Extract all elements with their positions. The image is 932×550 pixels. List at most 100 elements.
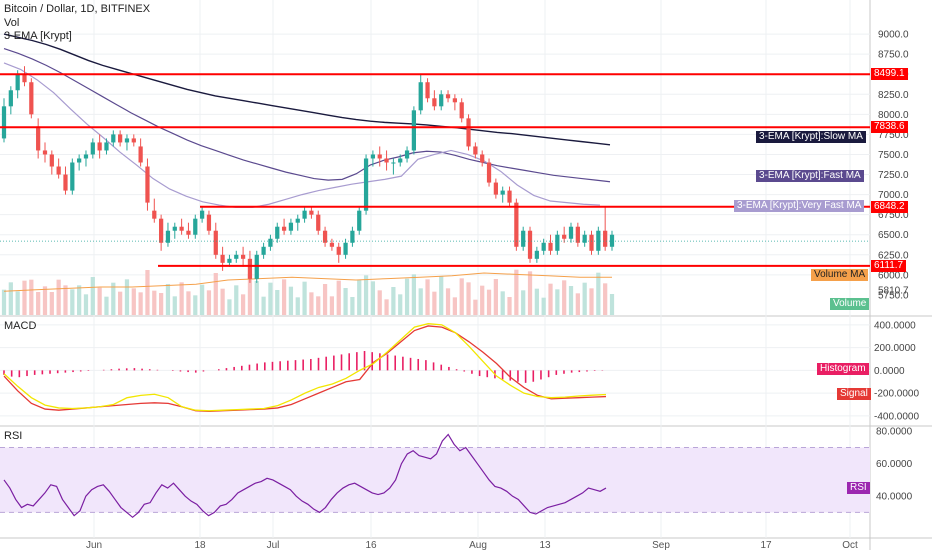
volume-bar: [220, 288, 225, 315]
volume-bar: [500, 291, 505, 315]
candle-body: [77, 158, 82, 163]
candle-body: [240, 254, 246, 259]
volume-bar: [254, 281, 259, 315]
candle-body: [398, 158, 403, 163]
rsi-tag[interactable]: RSI: [847, 482, 870, 495]
volume-bar: [199, 284, 205, 315]
volume-bar: [568, 286, 574, 315]
candle-body: [8, 90, 13, 107]
volume-bar: [527, 271, 533, 315]
volume-bar: [322, 284, 328, 315]
volume-bar: [42, 286, 48, 315]
candle-body: [199, 210, 205, 219]
histogram-tag[interactable]: Histogram: [817, 363, 869, 376]
volume-bar: [309, 292, 314, 315]
signal-line: [3, 323, 607, 412]
candle-body: [295, 218, 300, 223]
volume-bar: [316, 296, 321, 315]
price-pane[interactable]: [0, 33, 870, 315]
volume-bar: [240, 294, 246, 315]
volume-bar: [575, 293, 580, 315]
candle-body: [548, 242, 553, 251]
volume-bar: [384, 299, 389, 315]
candle-body: [357, 210, 362, 231]
volume-bar: [90, 277, 95, 315]
macd-pane[interactable]: [3, 323, 610, 412]
candle-body: [575, 226, 580, 243]
volume-bar: [104, 296, 109, 315]
volume-bar: [391, 287, 396, 315]
candle-body: [527, 230, 533, 259]
volume-bar: [562, 280, 567, 315]
candle-body: [124, 138, 130, 143]
price-tick-label: 6500.0: [878, 230, 909, 241]
candle-body: [555, 234, 560, 251]
candle-body: [486, 162, 492, 183]
volume-bar: [261, 296, 266, 315]
candle-body: [83, 154, 89, 159]
candle-body: [322, 230, 328, 243]
volume-bar: [418, 288, 423, 315]
candle-body: [589, 234, 594, 251]
volume-bar: [445, 288, 451, 315]
volume-bar: [425, 279, 430, 315]
candle-body: [391, 162, 396, 164]
rsi-pane-title: RSI: [4, 430, 23, 442]
candle-body: [159, 218, 164, 243]
level-price-tag[interactable]: 6848.2: [871, 200, 908, 213]
volume-bar: [439, 276, 444, 315]
volume-bar: [63, 285, 68, 315]
volume-bar: [77, 285, 82, 315]
volume-ma-tag[interactable]: Volume MA: [811, 269, 869, 281]
candle-body: [568, 226, 574, 239]
candle-body: [36, 126, 41, 151]
slow-ma-tag[interactable]: 3-EMA [Krypt]:Slow MA: [756, 131, 866, 143]
price-tick-label: 8000.0: [878, 110, 909, 121]
price-tick-label: 7000.0: [878, 190, 909, 201]
fast-ma-line: [3, 47, 611, 183]
level-price-tag[interactable]: 6111.7: [871, 259, 907, 272]
candle-body: [425, 82, 430, 99]
volume-bar: [377, 290, 382, 315]
candle-body: [213, 230, 218, 255]
volume-bar: [452, 297, 457, 315]
candle-body: [220, 254, 225, 263]
price-tick-label: 7250.0: [878, 170, 909, 181]
price-tick-label: 6750.0: [878, 210, 909, 221]
symbol-title: Bitcoin / Dollar, 1D, BITFINEX: [4, 3, 151, 15]
volume-bar: [589, 288, 594, 315]
signal-tag[interactable]: Signal: [837, 388, 871, 401]
candle-body: [111, 134, 116, 143]
volume-bar: [275, 290, 280, 315]
time-label: Jul: [267, 540, 280, 550]
price-tick-label: 7500.0: [878, 150, 909, 161]
rsi-tick-label: 40.0000: [876, 492, 913, 503]
volume-bar: [281, 279, 287, 315]
candle-body: [418, 82, 423, 111]
candle-body: [56, 166, 61, 175]
volume-bar: [486, 289, 492, 315]
candle-body: [227, 258, 232, 263]
level-price-tag[interactable]: 7838.6: [871, 121, 908, 134]
time-axis[interactable]: Jun 18 Jul 16 Aug 13 Sep 17 Oct: [86, 540, 858, 550]
volume-bar: [596, 272, 601, 315]
volume-bar: [459, 278, 464, 315]
volume-bar: [343, 288, 348, 315]
candle-body: [329, 242, 335, 247]
volume-bar: [193, 295, 198, 315]
candle-body: [261, 246, 266, 255]
level-price-tag[interactable]: 8499.1: [871, 68, 908, 81]
volume-bar: [357, 279, 362, 315]
volume-bar: [302, 281, 307, 315]
candle-body: [514, 202, 519, 247]
volume-bar: [521, 290, 526, 315]
candle-body: [63, 174, 68, 191]
volume-bar: [548, 283, 553, 315]
very-fast-ma-tag[interactable]: 3-EMA [Krypt]:Very Fast MA: [734, 200, 865, 212]
volume-bar: [206, 290, 212, 315]
volume-tag[interactable]: Volume: [830, 298, 870, 310]
fast-ma-tag[interactable]: 3-EMA [Krypt]:Fast MA: [756, 170, 864, 182]
rsi-pane[interactable]: [0, 433, 870, 519]
volume-bar: [336, 280, 341, 315]
